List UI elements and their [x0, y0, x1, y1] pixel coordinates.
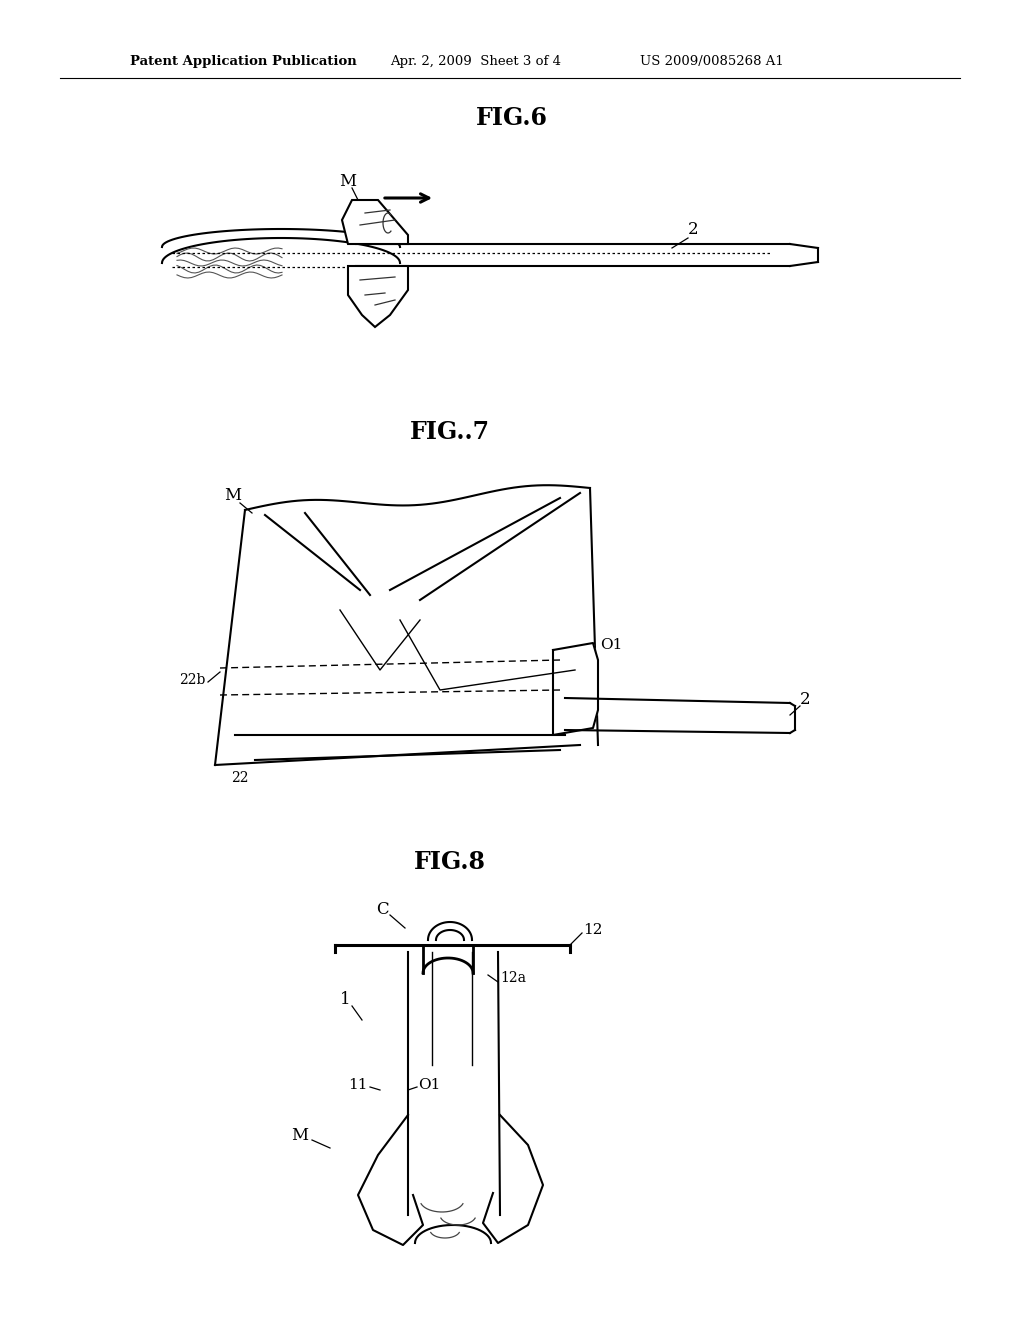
Text: Apr. 2, 2009  Sheet 3 of 4: Apr. 2, 2009 Sheet 3 of 4	[390, 55, 561, 69]
Polygon shape	[162, 228, 400, 263]
Polygon shape	[348, 267, 408, 327]
Text: M: M	[339, 173, 356, 190]
Polygon shape	[342, 201, 408, 244]
Text: 12a: 12a	[500, 972, 526, 985]
Text: O1: O1	[418, 1078, 440, 1092]
Text: 22b: 22b	[178, 673, 205, 686]
Text: 12: 12	[583, 923, 602, 937]
Text: 11: 11	[348, 1078, 368, 1092]
Text: FIG.6: FIG.6	[476, 106, 548, 129]
Text: FIG..7: FIG..7	[410, 420, 490, 444]
Text: 2: 2	[800, 692, 811, 709]
Text: O1: O1	[600, 638, 623, 652]
Text: FIG.8: FIG.8	[414, 850, 486, 874]
Text: 22: 22	[231, 771, 249, 785]
Text: 1: 1	[340, 991, 350, 1008]
Text: C: C	[376, 902, 388, 919]
Polygon shape	[215, 488, 605, 766]
Text: US 2009/0085268 A1: US 2009/0085268 A1	[640, 55, 783, 69]
Text: Patent Application Publication: Patent Application Publication	[130, 55, 356, 69]
Polygon shape	[553, 643, 598, 735]
Text: M: M	[292, 1126, 308, 1143]
Text: M: M	[224, 487, 242, 503]
Text: 2: 2	[688, 222, 698, 239]
